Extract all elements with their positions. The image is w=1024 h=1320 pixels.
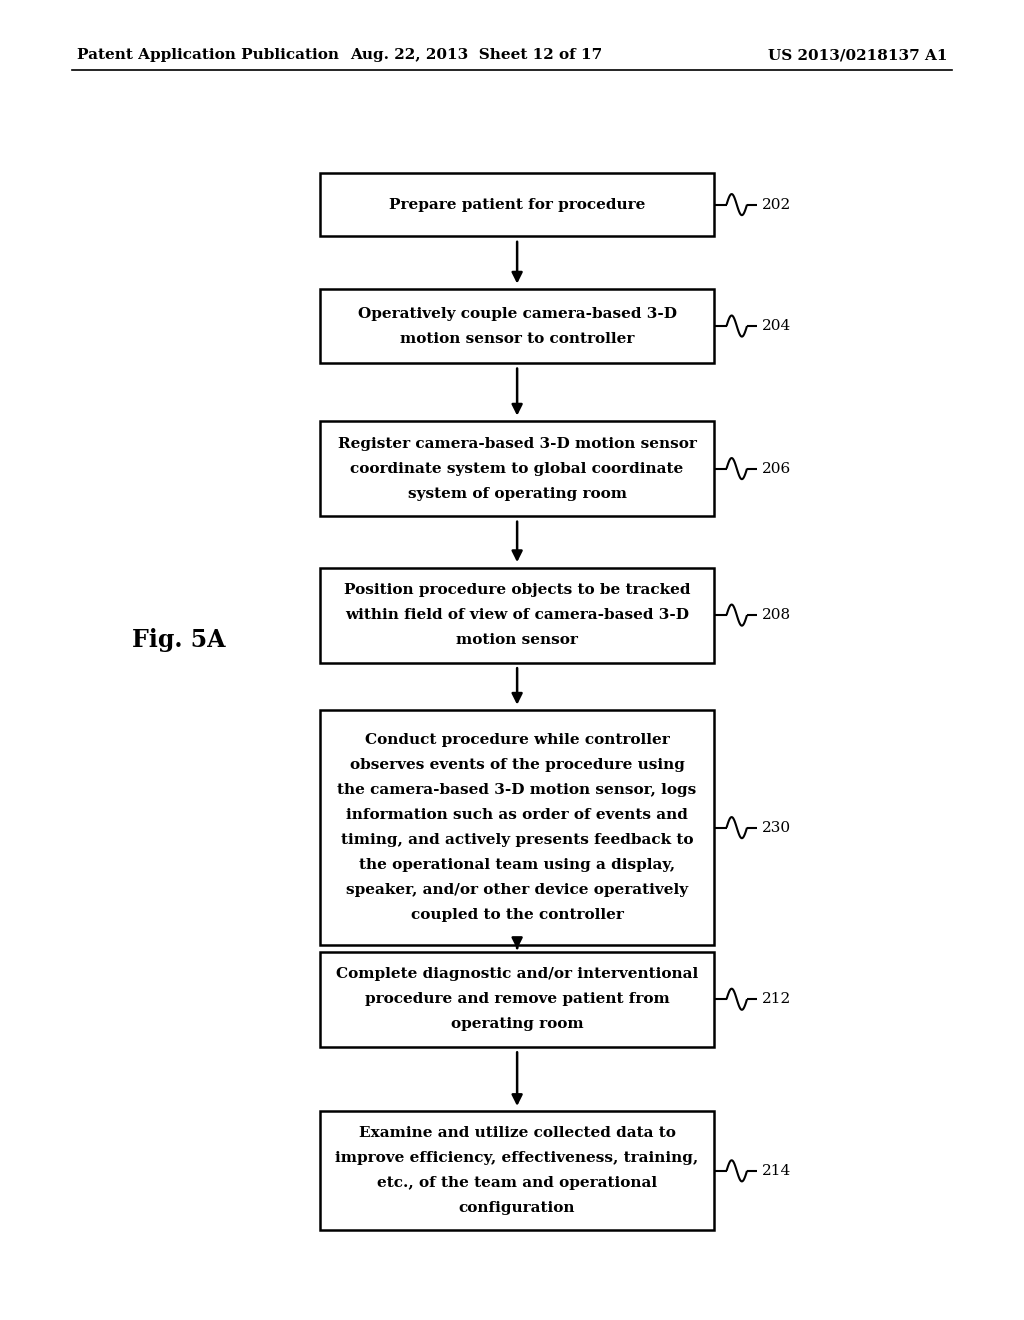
Text: information such as order of events and: information such as order of events and bbox=[346, 808, 688, 822]
Text: the operational team using a display,: the operational team using a display, bbox=[359, 858, 675, 873]
Text: 202: 202 bbox=[762, 198, 792, 211]
Text: configuration: configuration bbox=[459, 1201, 575, 1216]
Text: etc., of the team and operational: etc., of the team and operational bbox=[377, 1176, 657, 1191]
Text: Aug. 22, 2013  Sheet 12 of 17: Aug. 22, 2013 Sheet 12 of 17 bbox=[350, 49, 602, 62]
Text: 204: 204 bbox=[762, 319, 792, 333]
Text: timing, and actively presents feedback to: timing, and actively presents feedback t… bbox=[341, 833, 693, 847]
Text: coordinate system to global coordinate: coordinate system to global coordinate bbox=[350, 462, 684, 475]
Text: coupled to the controller: coupled to the controller bbox=[411, 908, 624, 923]
Bar bbox=[319, 289, 715, 363]
Text: Operatively couple camera-based 3-D: Operatively couple camera-based 3-D bbox=[357, 306, 677, 321]
Text: US 2013/0218137 A1: US 2013/0218137 A1 bbox=[768, 49, 947, 62]
Text: 212: 212 bbox=[762, 993, 792, 1006]
Text: Examine and utilize collected data to: Examine and utilize collected data to bbox=[358, 1126, 676, 1140]
Text: Fig. 5A: Fig. 5A bbox=[132, 628, 226, 652]
Text: Prepare patient for procedure: Prepare patient for procedure bbox=[389, 198, 645, 211]
Text: speaker, and/or other device operatively: speaker, and/or other device operatively bbox=[346, 883, 688, 898]
Text: 206: 206 bbox=[762, 462, 792, 475]
Text: Register camera-based 3-D motion sensor: Register camera-based 3-D motion sensor bbox=[338, 437, 696, 450]
Text: Position procedure objects to be tracked: Position procedure objects to be tracked bbox=[344, 583, 690, 597]
Text: 214: 214 bbox=[762, 1164, 792, 1177]
Text: within field of view of camera-based 3-D: within field of view of camera-based 3-D bbox=[345, 609, 689, 622]
Bar bbox=[319, 710, 715, 945]
Bar bbox=[319, 952, 715, 1047]
Bar bbox=[319, 421, 715, 516]
Text: improve efficiency, effectiveness, training,: improve efficiency, effectiveness, train… bbox=[336, 1151, 698, 1166]
Text: 208: 208 bbox=[762, 609, 792, 622]
Text: Patent Application Publication: Patent Application Publication bbox=[77, 49, 339, 62]
Text: 230: 230 bbox=[762, 821, 792, 834]
Text: procedure and remove patient from: procedure and remove patient from bbox=[365, 993, 670, 1006]
Text: system of operating room: system of operating room bbox=[408, 487, 627, 500]
Text: the camera-based 3-D motion sensor, logs: the camera-based 3-D motion sensor, logs bbox=[338, 783, 696, 797]
Text: observes events of the procedure using: observes events of the procedure using bbox=[349, 758, 685, 772]
Text: Conduct procedure while controller: Conduct procedure while controller bbox=[365, 733, 670, 747]
Bar bbox=[319, 173, 715, 236]
Bar bbox=[319, 568, 715, 663]
Text: motion sensor to controller: motion sensor to controller bbox=[400, 331, 634, 346]
Bar bbox=[319, 1111, 715, 1230]
Text: operating room: operating room bbox=[451, 1018, 584, 1031]
Text: Complete diagnostic and/or interventional: Complete diagnostic and/or interventiona… bbox=[336, 968, 698, 981]
Text: motion sensor: motion sensor bbox=[456, 634, 579, 647]
